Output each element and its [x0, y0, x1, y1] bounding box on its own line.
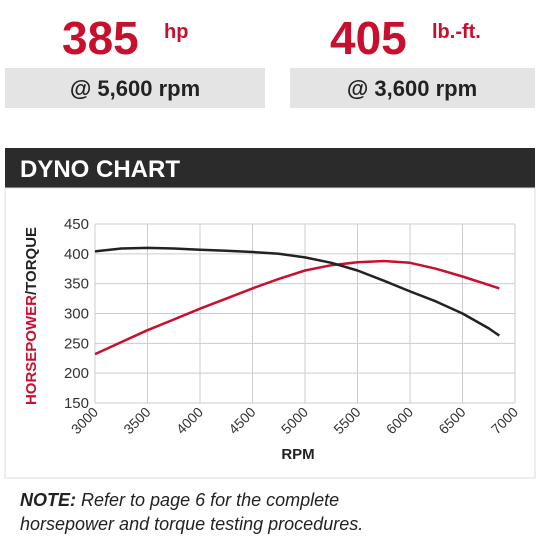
y-tick-label: 350 [64, 276, 89, 293]
stat-box [5, 68, 265, 108]
stat-value: 405 [330, 12, 407, 64]
x-tick-label: 6000 [383, 404, 416, 437]
stat-rpm: @ 3,600 rpm [347, 76, 477, 101]
y-tick-label: 250 [64, 335, 89, 352]
series-line [94, 246, 501, 337]
y-tick-label: 300 [64, 306, 89, 323]
chart-title: DYNO CHART [20, 156, 180, 183]
x-tick-label: 3500 [120, 404, 153, 437]
x-tick-label: 6500 [435, 404, 468, 437]
x-tick-label: 4500 [225, 404, 258, 437]
x-axis-label: RPM [281, 446, 314, 463]
note-line: horsepower and torque testing procedures… [20, 514, 363, 534]
y-label-part: /TORQUE [23, 227, 40, 295]
stat-unit: lb.-ft. [432, 21, 481, 43]
x-tick-label: 4000 [173, 404, 206, 437]
stat-box [290, 68, 535, 108]
note-line: NOTE: Refer to page 6 for the complete [20, 490, 339, 510]
stat-value: 385 [62, 12, 139, 64]
series-line [94, 259, 500, 356]
y-label-part: HORSEPOWER [23, 295, 40, 405]
note-label: NOTE: [20, 490, 76, 510]
y-tick-label: 200 [64, 365, 89, 382]
stat-rpm: @ 5,600 rpm [70, 76, 200, 101]
y-tick-label: 400 [64, 246, 89, 263]
x-tick-label: 7000 [488, 404, 521, 437]
y-tick-label: 150 [64, 395, 89, 412]
note-text: Refer to page 6 for the complete [81, 490, 339, 510]
x-tick-label: 5500 [330, 404, 363, 437]
chart-header [5, 148, 535, 188]
x-tick-label: 5000 [278, 404, 311, 437]
chart-frame [4, 187, 536, 479]
y-axis-label: HORSEPOWER/TORQUE [23, 227, 40, 405]
y-tick-label: 450 [64, 216, 89, 233]
stat-unit: hp [164, 21, 188, 43]
